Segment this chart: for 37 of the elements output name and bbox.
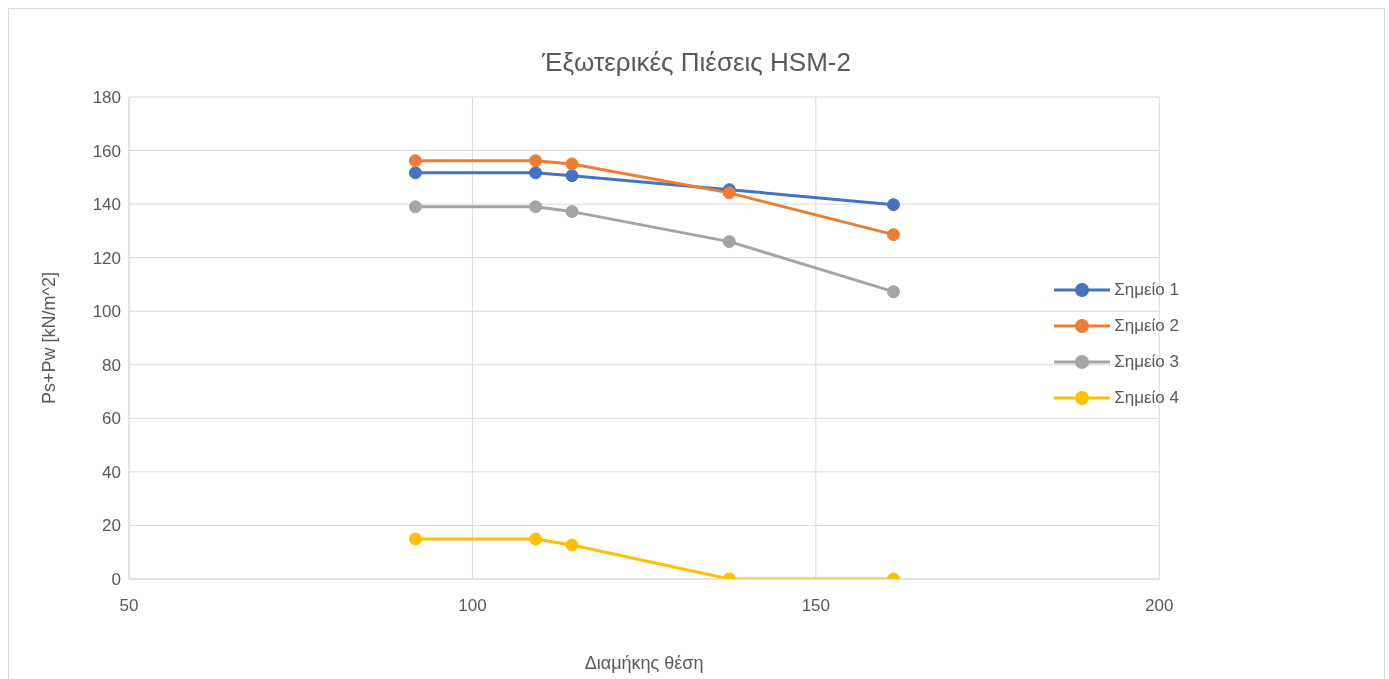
y-tick-label: 180: [92, 88, 121, 108]
y-tick-label: 60: [102, 409, 121, 429]
x-axis-title: Διαμήκης θέση: [584, 653, 704, 673]
point: [408, 166, 422, 180]
point: [722, 235, 736, 249]
y-tick-label: 0: [111, 570, 121, 590]
point: [886, 285, 900, 299]
legend-label: Σημείο 1: [1114, 280, 1179, 300]
chart-title: Έξωτερικές Πιέσεις HSM-2: [541, 47, 852, 78]
point: [529, 200, 543, 214]
x-tick-label: 200: [1145, 596, 1174, 616]
point: [408, 532, 422, 546]
y-tick-label: 20: [102, 516, 121, 536]
y-tick-label: 100: [92, 302, 121, 322]
point: [529, 154, 543, 168]
point: [408, 154, 422, 168]
y-tick-label: 40: [102, 462, 121, 482]
x-tick-label: 50: [119, 596, 139, 616]
legend-label: Σημείο 4: [1114, 388, 1179, 408]
point: [529, 166, 543, 180]
point: [529, 532, 543, 546]
point: [886, 198, 900, 212]
point: [565, 169, 579, 183]
point: [565, 538, 579, 552]
point: [565, 157, 579, 171]
point: [408, 200, 422, 214]
y-tick-label: 120: [92, 248, 121, 268]
x-tick-label: 100: [458, 596, 487, 616]
legend-label: Σημείο 3: [1114, 352, 1179, 372]
y-axis-title: Ps+Pw [kN/m^2]: [39, 272, 60, 404]
y-tick-label: 160: [92, 141, 121, 161]
y-tick-label: 140: [92, 195, 121, 215]
point: [565, 205, 579, 219]
x-tick-label: 150: [801, 596, 831, 616]
y-tick-label: 80: [102, 355, 121, 375]
point: [886, 228, 900, 242]
legend-label: Σημείο 2: [1114, 316, 1179, 336]
